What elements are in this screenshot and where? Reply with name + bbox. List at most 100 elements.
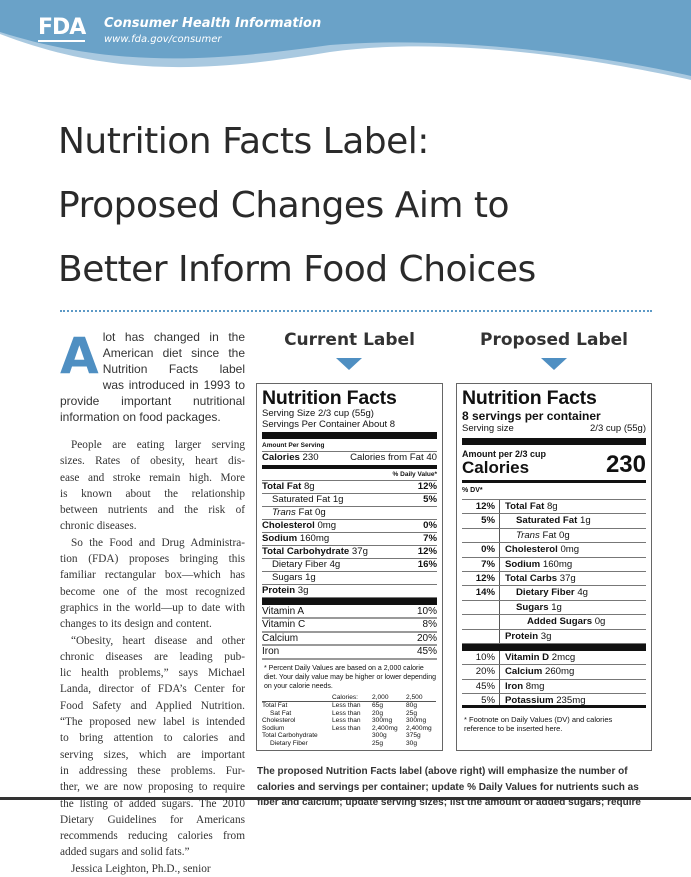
table-cell [332,732,372,740]
nutrient-row: 12% Total Carbs 37g [462,571,646,587]
vitamin-dv: 10% [416,605,437,617]
text-line: Food Safety and Applied Nutrition. [60,699,245,712]
table-cell: 80g [406,702,418,710]
nutrient-amount: 0mg [560,544,580,556]
calories-value: 230 [605,450,646,478]
vitamin-row: Vitamin A 10% [262,605,437,619]
nutrient-name: Total Fat 8g [500,500,558,513]
current-nutrition-label: Nutrition Facts Serving Size 2/3 cup (55… [256,383,443,751]
thick-rule [262,597,437,605]
nutrient-dv [462,615,500,629]
text-line: People are eating larger serving [71,439,245,451]
nutrient-name: Sodium 160mg [500,558,572,571]
table-cell: Total Fat [262,702,288,710]
nutrient-row: Dietary Fiber 4g 16% [262,559,437,572]
nutrient-name: Dietary Fiber 4g [500,586,588,599]
calories-from-fat: Calories from Fat 40 [350,452,437,463]
nutrient-dv: 5% [462,514,500,528]
nutrient-dv: 0% [423,519,437,531]
table-cell: Less than [332,709,361,717]
lead-line: provide important nutritional [60,394,245,408]
nutrient-label: Dietary Fiber [516,587,575,599]
nutrient-row: 0% Cholesterol 0mg [462,543,646,558]
vitamin-name: Vitamin D 2mcg [500,651,575,664]
table-cell: 300mg [372,717,393,725]
nutrient-row: Protein 3g [262,585,437,598]
text-line: “Obesity, heart disease and other [71,634,245,647]
text-line: ease and stroke remain high. More [60,471,245,484]
nutrient-amount: 1g [332,493,344,505]
vitamin-amount: 8mg [525,680,545,692]
nutrient-rows: Total Fat 8g 12% Saturated Fat 1g 5% Trans F… [262,481,437,598]
text-line: is known about the relationship [60,487,245,500]
nutrient-row: Sugars 1g [462,600,646,616]
nutrient-name: Cholesterol 0mg [500,543,579,556]
table-header-cell: Calories: [332,694,372,703]
nutrient-label: Total Carbohydrate [262,545,350,557]
nutrient-amount: 37g [559,572,576,584]
nutrient-row: Saturated Fat 1g 5% [262,494,437,507]
text-line: chronic diseases are leading pub- [60,650,245,663]
table-cell: 300mg [406,717,427,725]
nutrient-label: Sugars [272,571,303,583]
nutrient-name: Trans Fat 0g [262,507,326,519]
text-line: to bring attention to calories and [60,732,245,745]
table-cell: 65g [372,702,384,710]
nutrient-label: Added Sugars [527,616,593,628]
vitamin-row: 45% Iron 8mg [462,679,646,695]
nutrient-dv: 16% [417,558,437,570]
nutrient-name: Sugars 1g [262,572,316,584]
table-cell: 300g [372,732,387,740]
nutrient-name: Total Fat 8g [262,481,315,493]
vitamin-name: Potassium 235mg [500,694,586,707]
nutrient-amount: 1g [551,601,562,613]
nutrient-label: Saturated Fat [272,493,331,505]
nutrient-amount: 160mg [542,558,573,570]
nutrient-name: Saturated Fat 1g [262,494,343,506]
vitamin-amount: 235mg [556,695,586,707]
text-line: sizes. Rates of obesity, heart dis- [60,455,245,468]
servings-per-container: 8 servings per container [462,409,601,423]
page-title: Nutrition Facts Label: Proposed Changes … [58,110,668,302]
nutrient-amount: 8g [303,480,315,492]
table-cell: Less than [332,724,361,732]
nutrient-dv: 0% [462,543,500,557]
article-body: People are eating larger serving sizes. R… [60,437,245,877]
paragraph: “Obesity, heart disease and other chronic… [60,633,245,861]
current-label-heading: Current Label [284,330,415,350]
nutrient-rows: 12% Total Fat 8g 5% Saturated Fat 1g Trans F… [462,500,646,644]
nutrient-name: Trans Fat 0g [500,529,570,542]
dv-header: % Daily Value* [392,470,437,478]
dv-header: % DV* [462,483,646,500]
nutrient-name: Dietary Fiber 4g [262,559,340,571]
servings-per-container: Servings Per Container About 8 [262,418,396,430]
arrow-down-icon [541,358,567,370]
nutrient-amount: 1g [579,515,591,527]
lead-line: lot has changed in the [102,330,245,344]
nutrient-name: Cholesterol 0mg [262,520,336,532]
table-cell: Sat Fat [270,709,292,717]
nutrient-amount: Fat 0g [542,529,570,541]
text-line: between nutrients and the risk of [60,504,245,517]
nutrient-amount: 4g [577,587,588,599]
nutrient-dv: 12% [417,545,437,557]
proposed-nutrition-label: Nutrition Facts 8 servings per container… [456,383,652,751]
text-line: familiar rectangular box—which has [60,569,245,582]
table-cell: 20g [372,709,384,717]
vitamin-rows: 10% Vitamin D 2mcg 20% Calcium 260mg 45% Iron… [462,650,646,709]
header-url[interactable]: www.fda.gov/consumer [104,34,222,45]
serving-size-value: 2/3 cup (55g) [590,423,646,434]
header-title: Consumer Health Information [104,16,322,31]
paragraph: So the Food and Drug Administra-tion (FD… [60,535,245,633]
nutrient-row: Protein 3g [462,629,646,644]
nutrient-label: Trans [516,529,540,541]
table-header-cell: 2,000 [372,694,406,703]
nutrient-label: Sugars [516,601,549,613]
vitamin-dv: 5% [462,694,500,706]
nutrient-amount: 160mg [299,532,330,544]
nutrient-dv: 5% [423,493,437,505]
nutrient-row: Trans Fat 0g [262,507,437,520]
article-column: A lot has changed in the American diet si… [60,329,245,877]
text-line: recommends reducing calories from [60,830,245,843]
nutrient-row: Cholesterol 0mg 0% [262,520,437,533]
